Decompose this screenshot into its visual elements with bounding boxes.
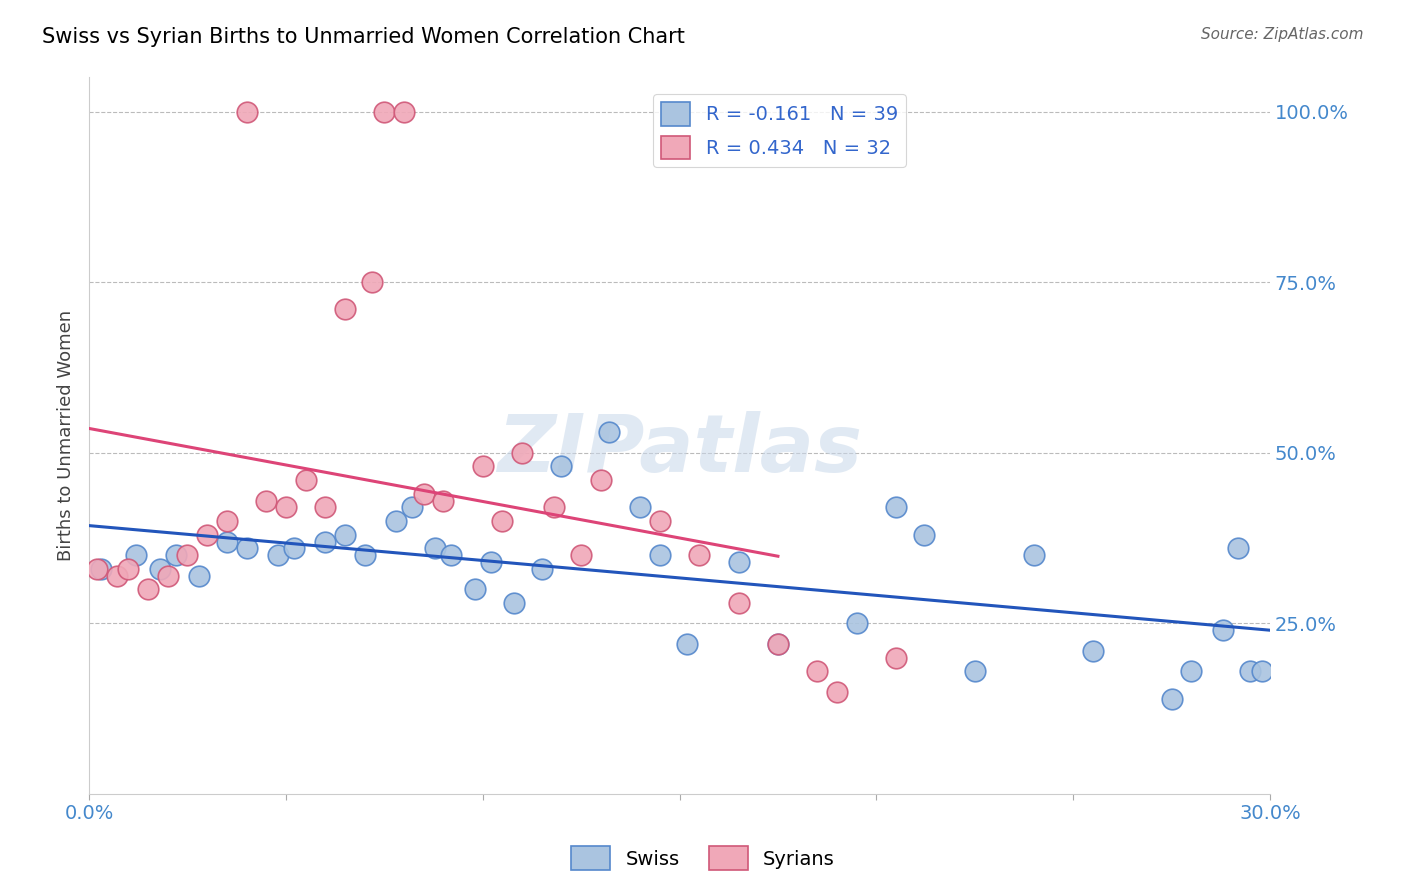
Point	[235, 541, 257, 556]
Point	[806, 664, 828, 678]
Point	[156, 568, 179, 582]
Text: ZIPatlas: ZIPatlas	[496, 411, 862, 489]
Point	[1212, 624, 1234, 638]
Point	[1251, 664, 1274, 678]
Point	[440, 548, 463, 562]
Point	[274, 500, 297, 515]
Point	[176, 548, 198, 562]
Point	[766, 637, 789, 651]
Point	[648, 548, 671, 562]
Point	[479, 555, 502, 569]
Point	[471, 459, 494, 474]
Point	[676, 637, 699, 651]
Point	[254, 493, 277, 508]
Point	[503, 596, 526, 610]
Point	[510, 446, 533, 460]
Point	[963, 664, 986, 678]
Point	[543, 500, 565, 515]
Point	[215, 514, 238, 528]
Point	[589, 473, 612, 487]
Point	[884, 500, 907, 515]
Point	[648, 514, 671, 528]
Point	[283, 541, 305, 556]
Point	[136, 582, 159, 597]
Point	[333, 527, 356, 541]
Point	[884, 650, 907, 665]
Point	[314, 500, 336, 515]
Legend: R = -0.161   N = 39, R = 0.434   N = 32: R = -0.161 N = 39, R = 0.434 N = 32	[654, 95, 905, 167]
Point	[373, 104, 395, 119]
Point	[333, 302, 356, 317]
Point	[598, 425, 620, 440]
Point	[727, 555, 749, 569]
Point	[491, 514, 513, 528]
Point	[401, 500, 423, 515]
Point	[1227, 541, 1250, 556]
Point	[550, 459, 572, 474]
Point	[1239, 664, 1261, 678]
Point	[727, 596, 749, 610]
Point	[412, 487, 434, 501]
Point	[117, 562, 139, 576]
Point	[165, 548, 187, 562]
Point	[215, 534, 238, 549]
Point	[267, 548, 290, 562]
Point	[188, 568, 211, 582]
Point	[361, 275, 384, 289]
Point	[353, 548, 375, 562]
Point	[432, 493, 454, 508]
Point	[125, 548, 148, 562]
Point	[1180, 664, 1202, 678]
Point	[86, 562, 108, 576]
Point	[1022, 548, 1045, 562]
Point	[688, 548, 710, 562]
Point	[195, 527, 218, 541]
Point	[235, 104, 257, 119]
Text: Swiss vs Syrian Births to Unmarried Women Correlation Chart: Swiss vs Syrian Births to Unmarried Wome…	[42, 27, 685, 46]
Point	[90, 562, 112, 576]
Point	[845, 616, 868, 631]
Point	[628, 500, 651, 515]
Point	[1081, 644, 1104, 658]
Point	[149, 562, 172, 576]
Point	[530, 562, 553, 576]
Point	[825, 684, 848, 698]
Point	[385, 514, 408, 528]
Point	[766, 637, 789, 651]
Point	[392, 104, 415, 119]
Point	[569, 548, 592, 562]
Point	[314, 534, 336, 549]
Y-axis label: Births to Unmarried Women: Births to Unmarried Women	[58, 310, 75, 561]
Point	[425, 541, 447, 556]
Point	[105, 568, 128, 582]
Point	[464, 582, 486, 597]
Point	[294, 473, 316, 487]
Legend: Swiss, Syrians: Swiss, Syrians	[564, 838, 842, 878]
Text: Source: ZipAtlas.com: Source: ZipAtlas.com	[1201, 27, 1364, 42]
Point	[1160, 691, 1182, 706]
Point	[912, 527, 935, 541]
